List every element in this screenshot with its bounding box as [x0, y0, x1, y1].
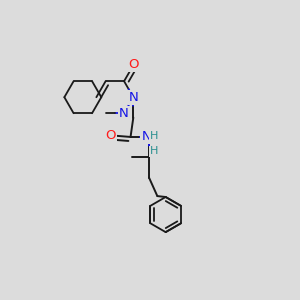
Text: O: O [128, 58, 139, 71]
Text: O: O [106, 129, 116, 142]
Text: N: N [119, 107, 129, 120]
Text: H: H [149, 146, 158, 157]
Text: N: N [141, 130, 151, 143]
Text: H: H [150, 131, 158, 141]
Text: N: N [128, 91, 138, 104]
